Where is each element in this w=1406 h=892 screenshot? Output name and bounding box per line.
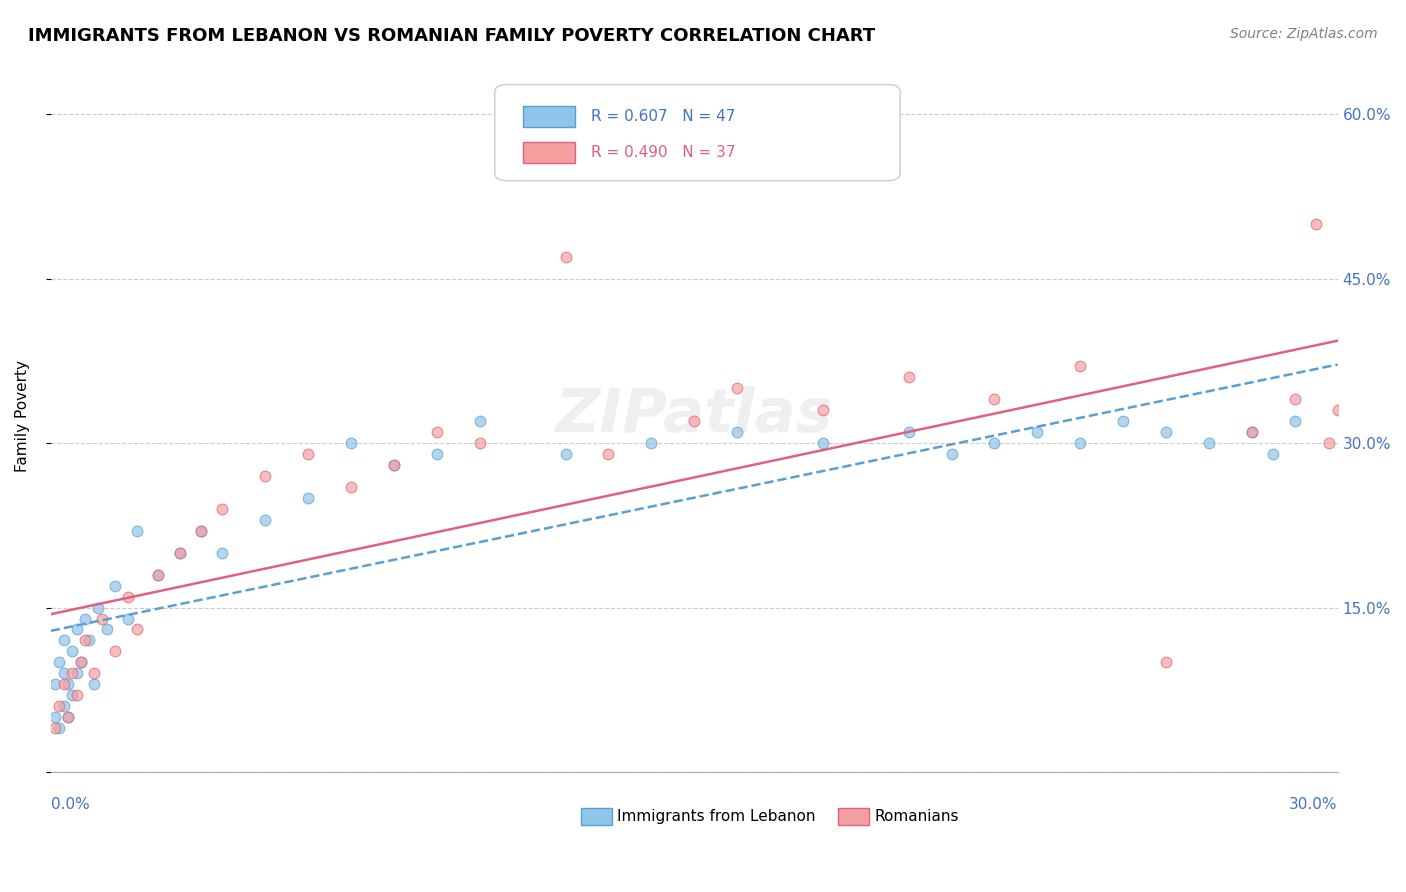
- Text: 0.0%: 0.0%: [51, 797, 90, 812]
- Point: [48, 721, 70, 735]
- Point: [211, 502, 233, 516]
- Point: [1112, 414, 1135, 428]
- Point: [598, 447, 620, 461]
- Point: [340, 480, 363, 494]
- Point: [725, 425, 748, 440]
- Point: [48, 699, 70, 714]
- Point: [426, 447, 449, 461]
- Point: [1069, 359, 1091, 374]
- Point: [70, 656, 93, 670]
- Point: [811, 403, 834, 417]
- Point: [211, 546, 233, 560]
- Text: Immigrants from Lebanon: Immigrants from Lebanon: [617, 809, 815, 824]
- Point: [1284, 414, 1306, 428]
- Point: [83, 677, 105, 691]
- Point: [65, 623, 87, 637]
- Point: [75, 611, 97, 625]
- Point: [941, 447, 963, 461]
- Point: [56, 710, 79, 724]
- Point: [75, 633, 97, 648]
- Point: [96, 623, 118, 637]
- Point: [87, 600, 110, 615]
- Point: [60, 666, 83, 681]
- Point: [554, 250, 576, 264]
- Point: [56, 710, 79, 724]
- Point: [1284, 392, 1306, 407]
- Point: [983, 436, 1005, 450]
- Point: [169, 546, 191, 560]
- Bar: [523, 106, 575, 128]
- Point: [1069, 436, 1091, 450]
- Bar: [838, 808, 869, 825]
- Text: Romanians: Romanians: [875, 809, 959, 824]
- Point: [1317, 436, 1340, 450]
- Text: 30.0%: 30.0%: [1289, 797, 1337, 812]
- Point: [65, 666, 87, 681]
- Point: [125, 524, 148, 538]
- Y-axis label: Family Poverty: Family Poverty: [15, 359, 30, 472]
- Point: [725, 381, 748, 395]
- Point: [1026, 425, 1049, 440]
- Point: [117, 611, 139, 625]
- Text: R = 0.607   N = 47: R = 0.607 N = 47: [592, 109, 735, 124]
- Point: [56, 677, 79, 691]
- Text: R = 0.490   N = 37: R = 0.490 N = 37: [592, 145, 735, 160]
- Point: [1154, 656, 1177, 670]
- Point: [44, 721, 66, 735]
- Point: [104, 579, 127, 593]
- FancyBboxPatch shape: [495, 85, 900, 181]
- Point: [60, 644, 83, 658]
- Point: [683, 414, 706, 428]
- Point: [52, 633, 75, 648]
- Point: [897, 370, 920, 384]
- Point: [426, 425, 449, 440]
- Point: [1305, 217, 1327, 231]
- Point: [382, 458, 405, 472]
- Bar: [581, 808, 612, 825]
- Point: [65, 688, 87, 702]
- Point: [117, 590, 139, 604]
- Point: [1240, 425, 1263, 440]
- Text: ZIPatlas: ZIPatlas: [555, 386, 832, 445]
- Point: [169, 546, 191, 560]
- Text: IMMIGRANTS FROM LEBANON VS ROMANIAN FAMILY POVERTY CORRELATION CHART: IMMIGRANTS FROM LEBANON VS ROMANIAN FAMI…: [28, 27, 876, 45]
- Point: [52, 666, 75, 681]
- Point: [640, 436, 662, 450]
- Point: [48, 656, 70, 670]
- Point: [1198, 436, 1220, 450]
- Point: [897, 425, 920, 440]
- Point: [190, 524, 212, 538]
- Point: [1326, 403, 1348, 417]
- Point: [44, 677, 66, 691]
- Bar: [523, 142, 575, 163]
- Point: [146, 567, 169, 582]
- Point: [52, 699, 75, 714]
- Point: [52, 677, 75, 691]
- Point: [297, 491, 319, 505]
- Point: [1154, 425, 1177, 440]
- Point: [60, 688, 83, 702]
- Point: [125, 623, 148, 637]
- Point: [104, 644, 127, 658]
- Point: [44, 710, 66, 724]
- Point: [468, 436, 491, 450]
- Point: [297, 447, 319, 461]
- Point: [340, 436, 363, 450]
- Point: [79, 633, 101, 648]
- Point: [70, 656, 93, 670]
- Point: [91, 611, 114, 625]
- Point: [468, 414, 491, 428]
- Point: [146, 567, 169, 582]
- Point: [382, 458, 405, 472]
- Point: [1263, 447, 1285, 461]
- Point: [254, 469, 277, 483]
- Point: [983, 392, 1005, 407]
- Point: [811, 436, 834, 450]
- Point: [83, 666, 105, 681]
- Point: [190, 524, 212, 538]
- Point: [554, 447, 576, 461]
- Text: Source: ZipAtlas.com: Source: ZipAtlas.com: [1230, 27, 1378, 41]
- Point: [254, 513, 277, 527]
- Point: [1240, 425, 1263, 440]
